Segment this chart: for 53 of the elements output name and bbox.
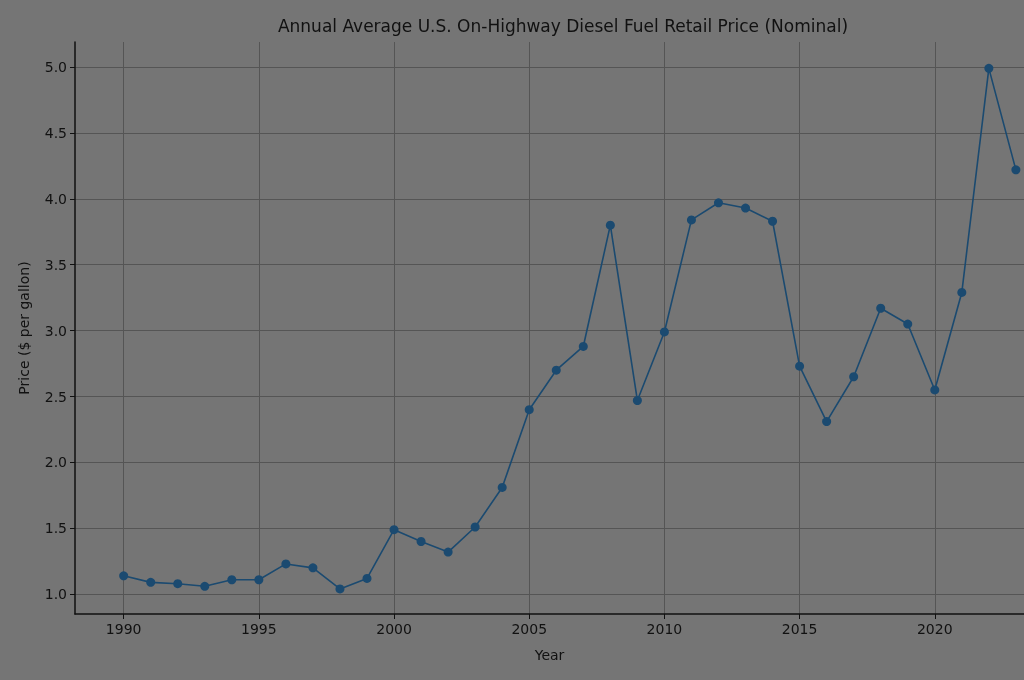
- point: [795, 361, 805, 371]
- point: [335, 584, 345, 594]
- point: [497, 482, 507, 492]
- y-tick-label: 1.0: [44, 586, 67, 603]
- point: [227, 575, 237, 585]
- x-tick-label: 1990: [105, 621, 142, 637]
- point: [876, 303, 886, 313]
- point: [173, 579, 183, 589]
- point: [443, 547, 453, 557]
- chart-title: Annual Average U.S. On-Highway Diesel Fuel Retail Price (Nominal): [277, 15, 849, 36]
- point: [416, 537, 426, 547]
- x-tick-label: 2005: [511, 621, 548, 637]
- x-tick-label: 2020: [916, 621, 953, 637]
- y-tick-label: 3.5: [44, 256, 67, 273]
- point: [308, 563, 318, 573]
- point: [741, 203, 751, 213]
- y-tick-label: 2.5: [44, 388, 67, 405]
- point: [551, 365, 561, 375]
- point: [713, 198, 723, 208]
- point: [930, 385, 940, 395]
- x-tick-label: 1995: [241, 621, 277, 637]
- point: [524, 405, 534, 415]
- point: [362, 573, 372, 583]
- y-axis-title: Price ($ per gallon): [16, 261, 32, 395]
- point: [1011, 165, 1021, 175]
- point: [389, 525, 399, 535]
- point: [849, 372, 859, 382]
- x-tick-label: 2015: [781, 621, 818, 637]
- point: [119, 571, 129, 581]
- point: [659, 327, 669, 337]
- x-tick-label: 2010: [646, 621, 683, 637]
- point: [605, 220, 615, 230]
- x-tick-label: 2000: [376, 621, 412, 637]
- y-tick-label: 3.0: [44, 322, 67, 339]
- y-tick-label: 1.5: [44, 520, 67, 537]
- point: [254, 575, 264, 585]
- point: [200, 581, 210, 591]
- y-tick-label: 2.0: [44, 454, 67, 471]
- x-axis-title: Year: [533, 647, 565, 663]
- point: [470, 522, 480, 532]
- point: [903, 319, 913, 329]
- y-tick-label: 4.5: [44, 124, 67, 141]
- point: [632, 395, 642, 405]
- y-tick-label: 5.0: [44, 59, 67, 76]
- y-tick-label: 4.0: [44, 190, 67, 207]
- point: [822, 417, 832, 427]
- point: [957, 287, 967, 297]
- point: [686, 215, 696, 225]
- point: [768, 216, 778, 226]
- point: [984, 63, 994, 73]
- point: [281, 559, 291, 569]
- point: [578, 341, 588, 351]
- point: [146, 577, 156, 587]
